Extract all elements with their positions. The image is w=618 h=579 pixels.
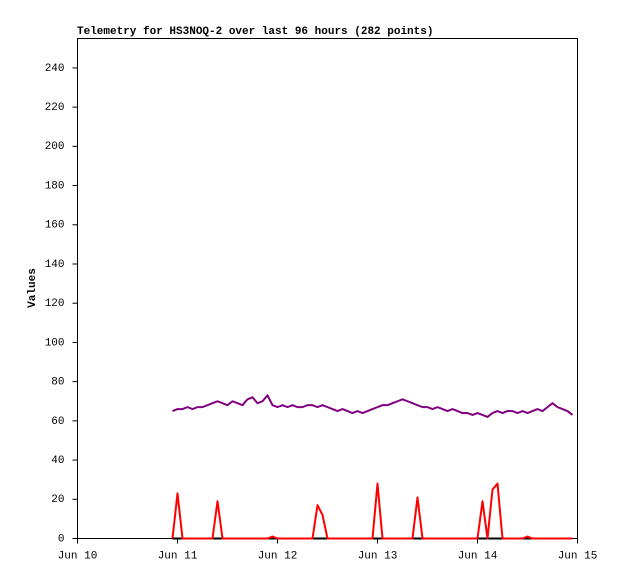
y-tick-label: 180 bbox=[45, 180, 65, 192]
y-axis-label: Values bbox=[27, 268, 39, 308]
y-tick-label: 200 bbox=[45, 141, 65, 153]
series-line bbox=[172, 394, 574, 418]
y-tick-label: 120 bbox=[45, 298, 65, 310]
x-tick-label: Jun 12 bbox=[258, 550, 298, 562]
x-tick-label: Jun 14 bbox=[458, 550, 498, 562]
x-tick-label: Jun 11 bbox=[158, 550, 198, 562]
y-tick-label: 40 bbox=[51, 455, 64, 467]
y-tick-label: 160 bbox=[45, 220, 65, 232]
y-tick-label: 60 bbox=[51, 416, 64, 428]
x-tick-label: Jun 15 bbox=[558, 550, 598, 562]
y-tick-label: 140 bbox=[45, 259, 65, 271]
series-line bbox=[171, 482, 573, 540]
x-tick-label: Jun 10 bbox=[58, 550, 98, 562]
chart-title: Telemetry for HS3NOQ-2 over last 96 hour… bbox=[77, 26, 433, 38]
y-tick-label: 80 bbox=[51, 377, 64, 389]
y-tick-label: 220 bbox=[45, 102, 65, 114]
y-tick-label: 0 bbox=[58, 533, 65, 545]
x-tick-label: Jun 13 bbox=[358, 550, 398, 562]
y-tick-label: 20 bbox=[51, 494, 64, 506]
y-tick-label: 240 bbox=[45, 63, 65, 75]
y-tick-label: 100 bbox=[45, 337, 65, 349]
